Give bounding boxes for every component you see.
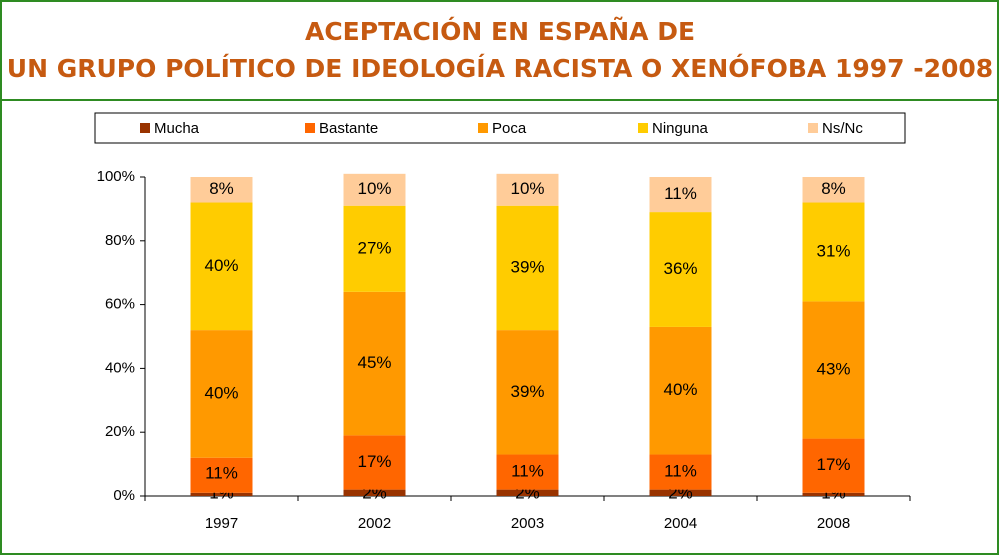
bar-segment — [649, 212, 712, 327]
x-tick-label: 2002 — [358, 515, 391, 532]
data-label: 10% — [510, 179, 544, 198]
bar-segment — [190, 202, 253, 331]
y-tick-label: 40% — [105, 359, 135, 376]
bar-segment — [802, 438, 865, 493]
bar-segment — [190, 177, 253, 203]
data-label: 39% — [510, 257, 544, 276]
bar-segment — [802, 202, 865, 302]
bar-segment — [649, 489, 712, 496]
bar-segment — [649, 177, 712, 213]
bar-segment — [343, 291, 406, 436]
data-label: 8% — [821, 179, 846, 198]
y-tick-label: 20% — [105, 423, 135, 440]
bar-segment — [343, 435, 406, 490]
data-label: 11% — [664, 462, 697, 481]
legend-swatch — [478, 123, 488, 133]
data-label: 8% — [209, 179, 234, 198]
data-label: 43% — [816, 359, 850, 378]
y-tick-label: 0% — [113, 487, 135, 504]
data-label: 27% — [357, 238, 391, 257]
bar-segment — [649, 454, 712, 490]
data-label: 40% — [204, 383, 238, 402]
bar-segment — [190, 492, 253, 496]
legend-label: Poca — [492, 120, 527, 137]
legend-label: Bastante — [319, 120, 378, 137]
bar-segment — [802, 177, 865, 203]
legend-swatch — [808, 123, 818, 133]
bar-segment — [496, 205, 559, 331]
data-label: 17% — [816, 455, 850, 474]
bar-segment — [343, 205, 406, 292]
x-tick-label: 2008 — [817, 515, 850, 532]
data-label: 11% — [205, 463, 238, 482]
bar-segment — [496, 489, 559, 496]
bar-segment — [190, 330, 253, 458]
bar-segment — [343, 489, 406, 496]
data-label: 40% — [663, 380, 697, 399]
bar-segment — [343, 173, 406, 206]
bar-segment — [190, 457, 253, 493]
bar-segment — [649, 326, 712, 455]
legend-box — [94, 112, 906, 144]
x-tick-label: 2004 — [664, 515, 697, 532]
x-tick-label: 1997 — [205, 515, 238, 532]
data-label: 11% — [664, 184, 697, 203]
legend-label: Ns/Nc — [822, 120, 863, 137]
bar-segment — [802, 301, 865, 439]
y-tick-label: 100% — [97, 168, 135, 185]
legend-label: Mucha — [154, 120, 200, 137]
legend-swatch — [140, 123, 150, 133]
data-label: 40% — [204, 256, 238, 275]
legend-swatch — [305, 123, 315, 133]
bar-segment — [496, 454, 559, 490]
legend-swatch — [638, 123, 648, 133]
y-tick-label: 80% — [105, 232, 135, 249]
bar-segment — [496, 330, 559, 455]
legend-label: Ninguna — [652, 120, 709, 137]
data-label: 31% — [816, 241, 850, 260]
y-tick-label: 60% — [105, 296, 135, 313]
data-label: 17% — [357, 452, 391, 471]
data-label: 10% — [357, 179, 391, 198]
bar-segment — [802, 492, 865, 496]
chart-title: ACEPTACIÓN EN ESPAÑA DE UN GRUPO POLÍTICO… — [7, 16, 993, 83]
data-label: 45% — [357, 353, 391, 372]
data-label: 11% — [511, 462, 544, 481]
bar-segment — [496, 173, 559, 206]
data-label: 39% — [510, 382, 544, 401]
data-label: 36% — [663, 259, 697, 278]
x-tick-label: 2003 — [511, 515, 544, 532]
